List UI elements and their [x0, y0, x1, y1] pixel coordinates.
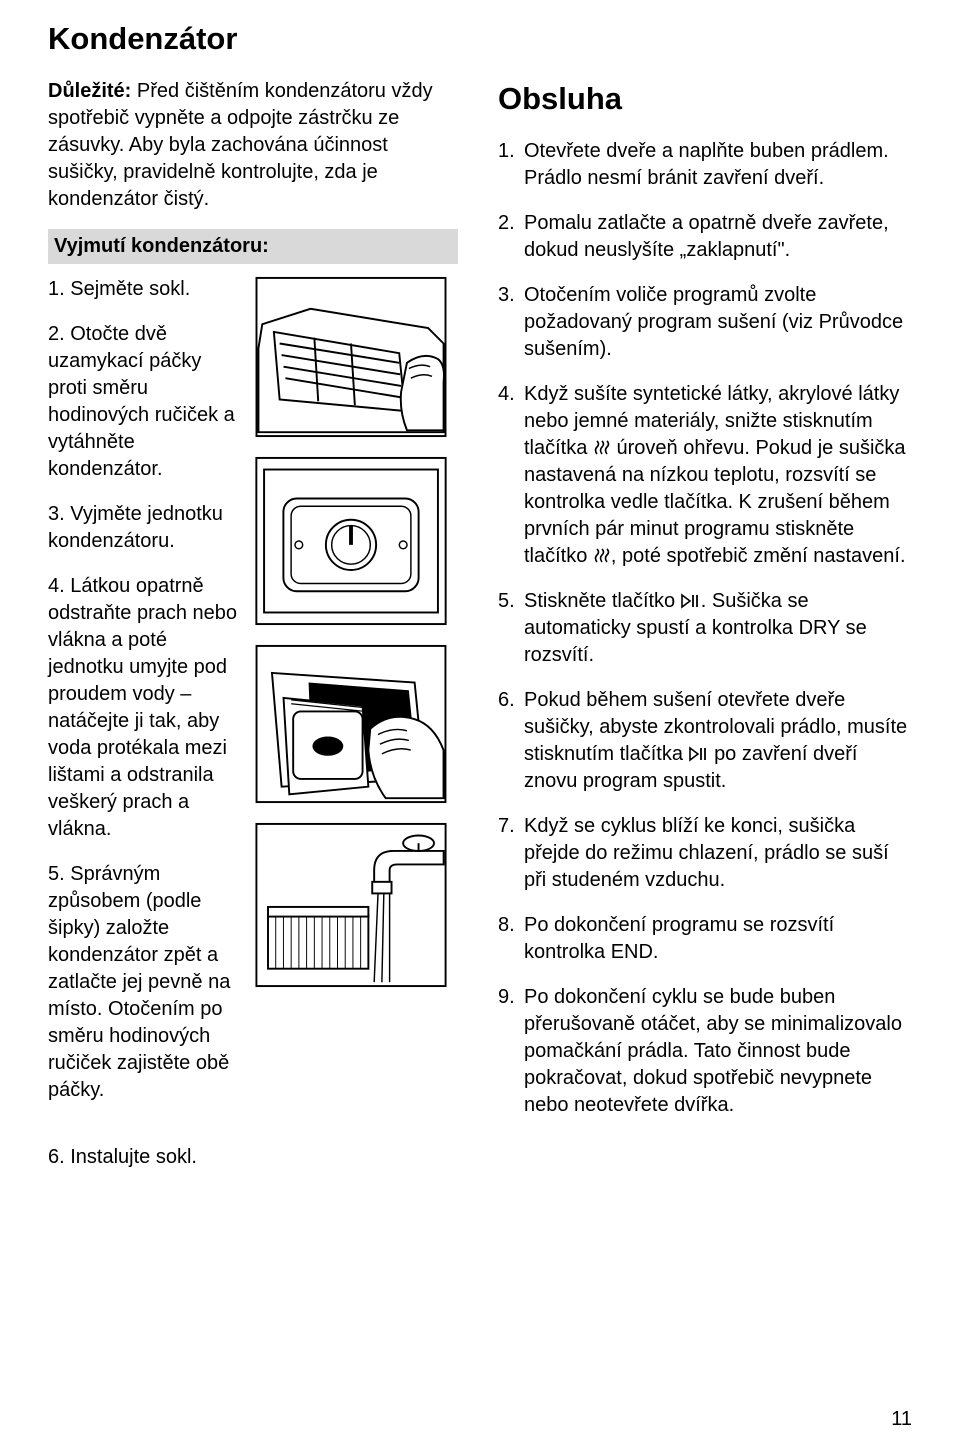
step-number: 2. [498, 210, 524, 264]
step-text: Po dokončení cyklu se bude buben přerušo… [524, 984, 912, 1119]
right-step-4: 4. Když sušíte syntetické látky, akrylov… [498, 381, 912, 570]
right-step-9: 9. Po dokončení cyklu se bude buben přer… [498, 984, 912, 1119]
step-number: 1. [498, 138, 524, 192]
heat-icon [593, 440, 611, 456]
main-title: Kondenzátor [48, 18, 912, 60]
step-number: 6. [498, 687, 524, 795]
left-steps-text: 1. Sejměte sokl. 2. Otočte dvě uzamykací… [48, 276, 240, 1122]
step-text: Po dokončení programu se rozsvítí kontro… [524, 912, 912, 966]
heat-icon [593, 548, 611, 564]
diagram-condenser-unit [254, 644, 448, 804]
removal-heading: Vyjmutí kondenzátoru: [48, 229, 458, 264]
right-step-5: 5. Stiskněte tlačítko . Sušička se autom… [498, 588, 912, 669]
right-step-6: 6. Pokud během sušení otevřete dveře suš… [498, 687, 912, 795]
step-text: Pokud během sušení otevřete dveře sušičk… [524, 687, 912, 795]
right-step-2: 2. Pomalu zatlačte a opatrně dveře zavře… [498, 210, 912, 264]
play-pause-icon [689, 746, 709, 762]
step-number: 8. [498, 912, 524, 966]
step-number: 7. [498, 813, 524, 894]
left-step-6: 6. Instalujte sokl. [48, 1144, 458, 1171]
step-text: Otočením voliče programů zvolte požadova… [524, 282, 912, 363]
column-left: Důležité: Před čištěním kondenzátoru vžd… [48, 78, 458, 1189]
right-step-1: 1. Otevřete dveře a naplňte buben prádle… [498, 138, 912, 192]
left-step-5: 5. Správným způsobem (podle šipky) založ… [48, 861, 240, 1104]
left-step-2: 2. Otočte dvě uzamykací páčky proti směr… [48, 321, 240, 483]
left-step-4: 4. Látkou opatrně odstraňte prach nebo v… [48, 573, 240, 843]
intro-bold: Důležité: [48, 80, 131, 102]
step-number: 3. [498, 282, 524, 363]
play-pause-icon [681, 593, 701, 609]
step-text: Pomalu zatlačte a opatrně dveře zavřete,… [524, 210, 912, 264]
intro-paragraph: Důležité: Před čištěním kondenzátoru vžd… [48, 78, 458, 213]
right-step-8: 8. Po dokončení programu se rozsvítí kon… [498, 912, 912, 966]
page-columns: Důležité: Před čištěním kondenzátoru vžd… [48, 78, 912, 1189]
page-number: 11 [891, 1406, 912, 1433]
step-text: Stiskněte tlačítko . Sušička se automati… [524, 588, 912, 669]
step-number: 4. [498, 381, 524, 570]
left-diagrams [254, 276, 458, 1122]
right-steps: 1. Otevřete dveře a naplňte buben prádle… [498, 138, 912, 1119]
diagram-knob-panel [254, 456, 448, 626]
diagram-rinse-tap [254, 822, 448, 988]
obsluha-title: Obsluha [498, 78, 912, 120]
diagram-condenser-grille [254, 276, 448, 438]
right-step-3: 3. Otočením voliče programů zvolte požad… [498, 282, 912, 363]
step-text: Otevřete dveře a naplňte buben prádlem. … [524, 138, 912, 192]
step-text: Když sušíte syntetické látky, akrylové l… [524, 381, 912, 570]
step-text: Když se cyklus blíží ke konci, sušička p… [524, 813, 912, 894]
step-number: 9. [498, 984, 524, 1119]
right-step-7: 7. Když se cyklus blíží ke konci, sušičk… [498, 813, 912, 894]
left-split: 1. Sejměte sokl. 2. Otočte dvě uzamykací… [48, 276, 458, 1122]
left-step-3: 3. Vyjměte jednotku kondenzátoru. [48, 501, 240, 555]
column-right: Obsluha 1. Otevřete dveře a naplňte bube… [498, 78, 912, 1189]
left-step-1: 1. Sejměte sokl. [48, 276, 240, 303]
step-number: 5. [498, 588, 524, 669]
